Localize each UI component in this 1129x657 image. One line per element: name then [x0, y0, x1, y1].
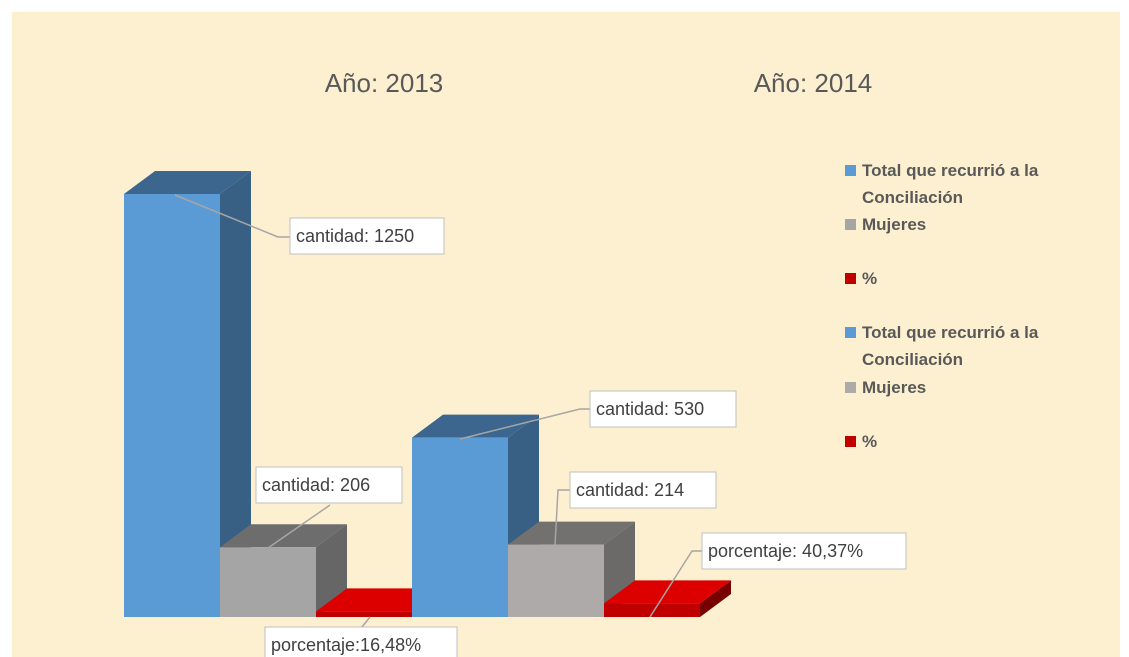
- legend-swatch: [845, 165, 856, 176]
- leader-line: [649, 550, 702, 618]
- bar: [124, 194, 220, 617]
- legend-entry: Total que recurrió a la Conciliación: [845, 319, 1095, 373]
- bar-top: [124, 171, 251, 194]
- bar-top: [604, 580, 731, 604]
- legend-swatch: [845, 273, 856, 284]
- bar-side: [220, 171, 251, 617]
- category-title: Año: 2014: [754, 68, 873, 98]
- leader-line: [361, 616, 371, 628]
- leader-line: [174, 194, 290, 238]
- legend-label: Mujeres: [862, 378, 927, 397]
- label-box: [264, 626, 458, 657]
- data-label: cantidad: 1250: [296, 226, 414, 246]
- label-box: [255, 466, 403, 504]
- legend-entry: Total que recurrió a la Conciliación: [845, 157, 1095, 211]
- legend-label: Mujeres: [862, 215, 927, 234]
- bar: [508, 544, 604, 617]
- leader-line: [459, 408, 590, 440]
- leader-line: [267, 504, 331, 549]
- category-title: Año: 2013: [325, 68, 444, 98]
- label-box: [569, 471, 717, 509]
- bar: [412, 437, 508, 617]
- legend-entry: Mujeres: [845, 374, 1095, 401]
- leader-line: [554, 489, 570, 546]
- legend-swatch: [845, 327, 856, 338]
- bar-top: [508, 521, 635, 545]
- legend-swatch: [845, 436, 856, 447]
- bar-top: [316, 588, 443, 612]
- bar-side: [316, 524, 347, 617]
- bar: [604, 603, 700, 617]
- legend-swatch: [845, 382, 856, 393]
- legend-label: %: [862, 432, 878, 451]
- legend-label: Total que recurrió a la Conciliación: [862, 161, 1039, 207]
- data-label: cantidad: 206: [262, 475, 370, 495]
- legend-entry: %: [845, 428, 1095, 455]
- bar: [316, 611, 412, 617]
- legend-swatch: [845, 219, 856, 230]
- bar-top: [220, 524, 347, 548]
- label-box: [589, 390, 737, 428]
- data-label: cantidad: 214: [576, 480, 684, 500]
- legend-label: %: [862, 269, 878, 288]
- bar: [220, 547, 316, 617]
- label-box: [289, 217, 445, 255]
- data-label: cantidad: 530: [596, 399, 704, 419]
- data-label: porcentaje: 40,37%: [708, 541, 863, 561]
- bar-top: [412, 414, 539, 438]
- legend-label: Total que recurrió a la Conciliación: [862, 323, 1039, 369]
- legend-entry: Mujeres: [845, 211, 1095, 238]
- bar-side: [700, 580, 731, 617]
- data-label: porcentaje:16,48%: [271, 635, 421, 655]
- legend-entry: %: [845, 265, 1095, 292]
- label-box: [701, 532, 907, 570]
